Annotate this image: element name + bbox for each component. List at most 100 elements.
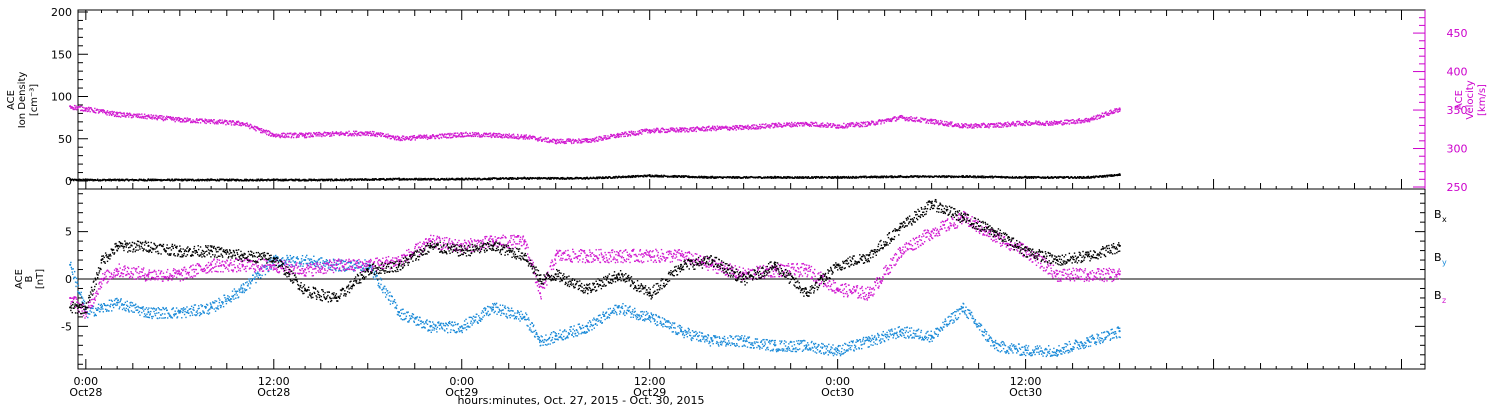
ion-density-sample — [577, 177, 580, 180]
velocity-sample — [1037, 123, 1039, 126]
velocity-sample — [1090, 118, 1093, 120]
by-point — [1055, 348, 1059, 352]
velocity-sample — [71, 107, 73, 109]
velocity-sample — [620, 135, 622, 138]
velocity-sample — [557, 139, 560, 141]
velocity-sample — [770, 125, 773, 127]
ion-density-sample — [282, 178, 284, 181]
ion-density-sample — [443, 179, 445, 181]
ion-density-sample — [772, 176, 774, 178]
ion-density-sample — [1086, 176, 1088, 178]
velocity-sample — [675, 131, 677, 133]
ion-density-sample — [151, 179, 154, 181]
velocity-sample — [286, 136, 288, 138]
velocity-sample — [728, 129, 731, 131]
velocity-sample — [650, 131, 652, 133]
ion-density-sample — [905, 176, 908, 179]
ion-density-sample — [561, 177, 563, 179]
velocity-sample — [813, 124, 815, 127]
velocity-sample — [510, 135, 513, 138]
ion-density-sample — [865, 175, 867, 178]
ion-density-sample — [913, 176, 915, 178]
velocity-sample — [786, 123, 789, 125]
velocity-sample — [701, 129, 704, 131]
velocity-sample — [169, 116, 172, 118]
velocity-sample — [316, 133, 319, 136]
velocity-sample — [174, 118, 176, 121]
velocity-sample — [692, 130, 694, 132]
velocity-sample — [548, 141, 550, 144]
velocity-sample — [461, 132, 463, 134]
ion-density-sample — [832, 176, 835, 178]
velocity-sample — [613, 136, 616, 139]
velocity-sample — [705, 126, 708, 129]
velocity-sample — [541, 140, 543, 142]
velocity-sample — [880, 121, 883, 123]
ion-density-sample — [885, 176, 887, 179]
velocity-sample — [1034, 121, 1037, 124]
velocity-sample — [739, 124, 742, 127]
velocity-sample — [660, 127, 663, 130]
velocity-sample — [278, 134, 280, 137]
ion-density-sample — [545, 177, 547, 179]
ion-density-sample — [596, 176, 598, 178]
velocity-sample — [868, 123, 871, 125]
velocity-sample — [512, 137, 514, 139]
velocity-sample — [417, 136, 420, 138]
velocity-sample — [146, 118, 148, 120]
velocity-sample — [599, 138, 601, 141]
velocity-sample — [282, 132, 284, 134]
velocity-sample — [852, 125, 854, 128]
velocity-axis-line2: Velocity — [1465, 80, 1476, 119]
velocity-sample — [572, 142, 575, 144]
ion-density-sample — [876, 177, 878, 179]
velocity-sample — [116, 111, 118, 114]
velocity-sample — [579, 142, 581, 144]
velocity-sample — [511, 134, 513, 136]
velocity-sample — [455, 136, 457, 138]
velocity-sample — [498, 135, 501, 137]
velocity-sample — [847, 123, 850, 125]
velocity-sample — [698, 129, 701, 131]
velocity-sample — [448, 135, 451, 137]
ion-density-sample — [291, 178, 293, 181]
ion-density-sample — [185, 178, 187, 181]
ion-density-sample — [841, 176, 844, 178]
velocity-sample — [689, 128, 692, 130]
velocity-sample — [678, 129, 681, 131]
velocity-sample — [719, 125, 721, 128]
velocity-sample — [580, 141, 582, 143]
velocity-sample — [499, 135, 502, 138]
ion-density-sample — [840, 177, 842, 179]
by-sample — [94, 314, 96, 316]
velocity-sample — [426, 136, 428, 138]
velocity-sample — [453, 132, 455, 135]
velocity-sample — [967, 125, 970, 127]
velocity-sample — [594, 141, 596, 143]
velocity-sample — [210, 119, 213, 121]
velocity-sample — [392, 136, 395, 138]
ion-density-sample — [216, 179, 218, 182]
velocity-sample — [217, 123, 219, 125]
velocity-sample — [309, 134, 312, 136]
velocity-sample — [735, 124, 737, 127]
velocity-sample — [110, 111, 112, 113]
velocity-sample — [868, 121, 870, 124]
ion-density-sample — [82, 178, 85, 181]
ion-density-sample — [1079, 176, 1081, 178]
velocity-sample — [471, 135, 473, 137]
velocity-sample — [533, 136, 536, 138]
velocity-sample — [475, 132, 478, 134]
velocity-sample — [1022, 123, 1025, 125]
velocity-sample — [254, 128, 256, 131]
velocity-sample — [701, 128, 703, 130]
velocity-sample — [234, 122, 237, 124]
velocity-sample — [1044, 123, 1046, 125]
ion-density-sample — [855, 175, 857, 178]
velocity-sample — [536, 138, 538, 140]
ion-density-sample — [1028, 176, 1030, 178]
velocity-sample — [958, 125, 960, 128]
ion-density-sample — [385, 179, 387, 181]
velocity-sample — [879, 119, 882, 122]
ion-density-sample — [186, 179, 189, 182]
